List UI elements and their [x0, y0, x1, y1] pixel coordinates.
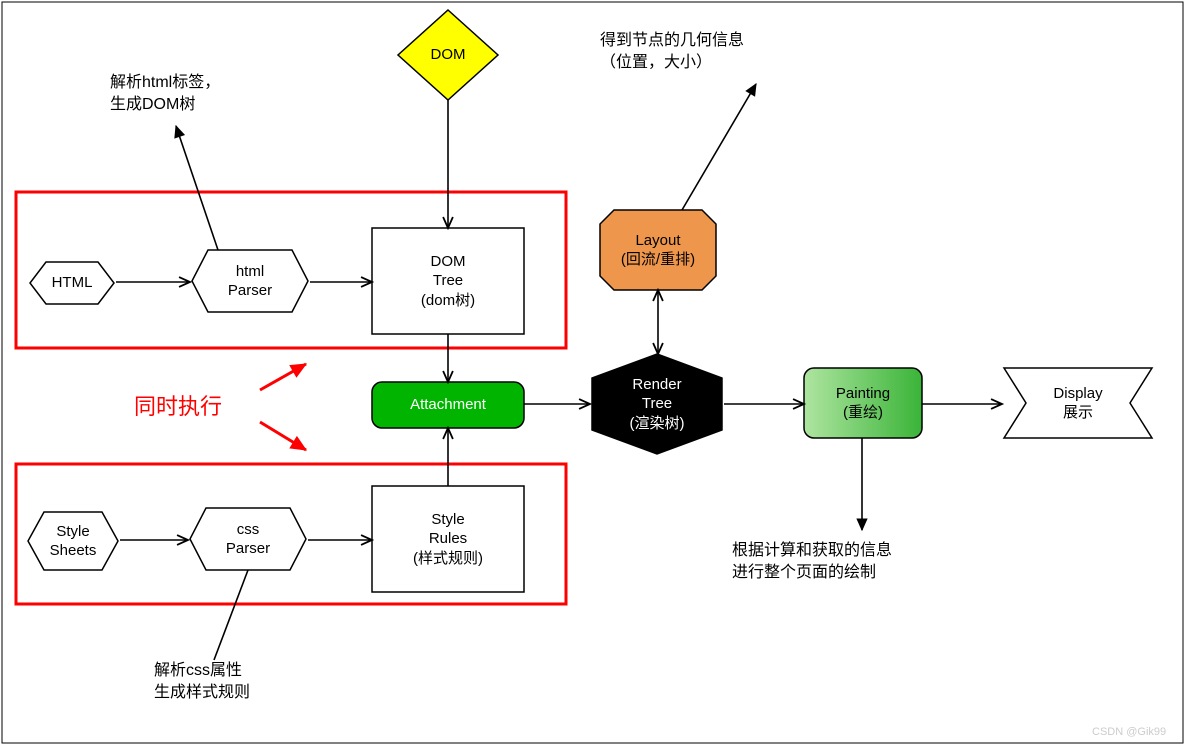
annotation-parse-css: 解析css属性 生成样式规则 — [154, 660, 250, 705]
annotation-geometry: 得到节点的几何信息 （位置，大小） — [600, 30, 744, 75]
watermark: CSDN @Gik99 — [1092, 726, 1166, 738]
node-attachment-label: Attachment — [410, 395, 486, 415]
node-painting-label: Painting (重绘) — [836, 384, 890, 423]
annotation-concurrent: 同时执行 — [134, 392, 222, 423]
node-display-label: Display 展示 — [1053, 384, 1102, 423]
node-layout: Layout (回流/重排) — [600, 210, 716, 290]
node-html-parser: html Parser — [192, 250, 308, 312]
annotation-parse-html: 解析html标签， 生成DOM树 — [110, 72, 220, 117]
node-attachment: Attachment — [372, 382, 524, 428]
node-display: Display 展示 — [1004, 368, 1152, 438]
node-layout-label: Layout (回流/重排) — [621, 231, 695, 270]
node-style-sheets-label: Style Sheets — [50, 522, 97, 561]
node-dom: DOM — [398, 10, 498, 100]
node-style-sheets: Style Sheets — [28, 512, 118, 570]
node-dom-tree: DOM Tree (dom树) — [372, 228, 524, 334]
node-dom-tree-label: DOM Tree (dom树) — [421, 252, 475, 311]
node-render-tree-label: Render Tree (渲染树) — [630, 375, 685, 434]
node-html: HTML — [30, 262, 114, 304]
node-style-rules-label: Style Rules (样式规则) — [413, 510, 483, 569]
node-css-parser-label: css Parser — [226, 520, 270, 559]
annotation-paint-info: 根据计算和获取的信息 进行整个页面的绘制 — [732, 540, 892, 585]
node-style-rules: Style Rules (样式规则) — [372, 486, 524, 592]
node-css-parser: css Parser — [190, 508, 306, 570]
node-painting: Painting (重绘) — [804, 368, 922, 438]
node-render-tree: Render Tree (渲染树) — [592, 354, 722, 454]
node-dom-label: DOM — [431, 45, 466, 65]
node-html-label: HTML — [52, 273, 93, 293]
node-html-parser-label: html Parser — [228, 262, 272, 301]
